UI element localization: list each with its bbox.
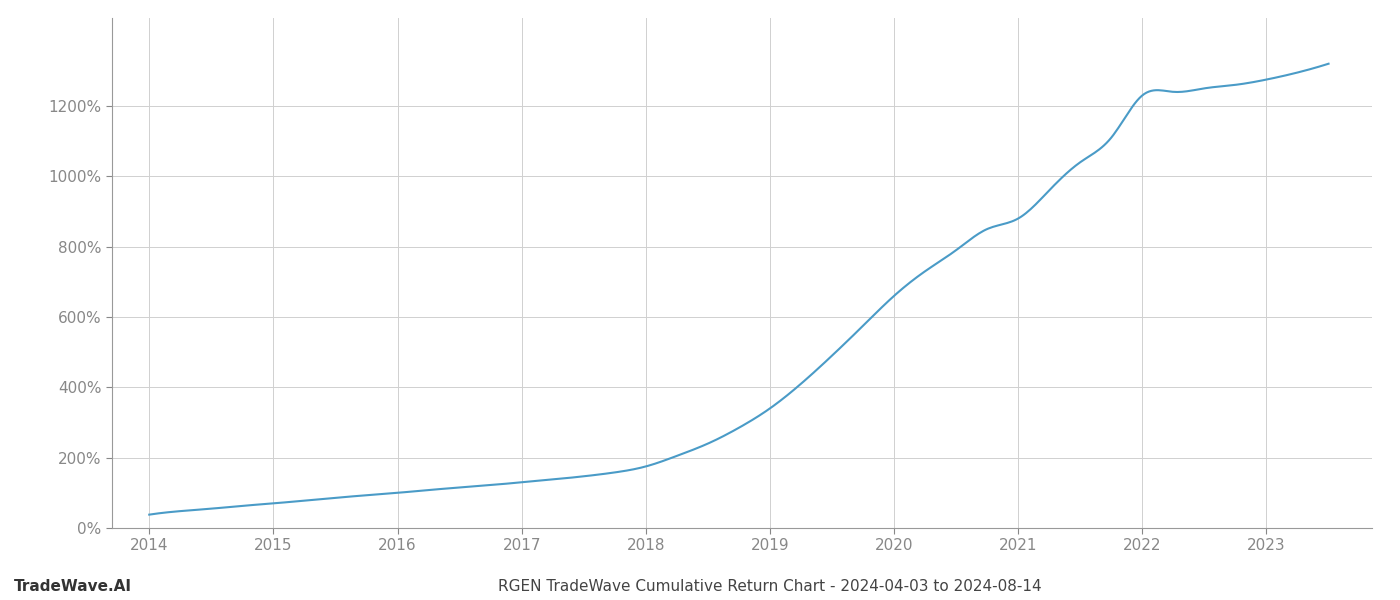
Text: TradeWave.AI: TradeWave.AI [14, 579, 132, 594]
Text: RGEN TradeWave Cumulative Return Chart - 2024-04-03 to 2024-08-14: RGEN TradeWave Cumulative Return Chart -… [498, 579, 1042, 594]
